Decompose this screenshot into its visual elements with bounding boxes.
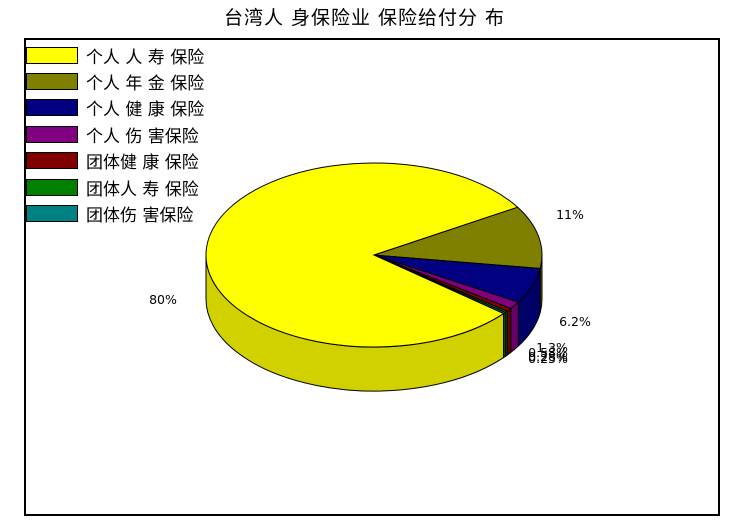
- pie-slice: [205, 162, 519, 348]
- legend-item: 团体健 康 保险: [26, 148, 204, 174]
- legend-label: 个人 人 寿 保险: [86, 47, 205, 68]
- slice-value-label: 0.28%: [528, 349, 568, 364]
- legend-label: 团体健 康 保险: [86, 153, 199, 174]
- legend-item: 团体伤 害保险: [26, 200, 204, 226]
- slice-value-label: 1.3%: [536, 340, 568, 355]
- legend-label: 团体伤 害保险: [86, 206, 194, 227]
- legend-item: 个人 年 金 保险: [26, 68, 204, 94]
- pie-labels: 80% 11% 6.2% 1.3%0.58%0.28%0.25%: [149, 207, 591, 366]
- pie-side-wall: [510, 301, 519, 354]
- legend-item: 个人 伤 害保险: [26, 121, 204, 147]
- slice-value-label: 6.2%: [559, 314, 591, 329]
- legend-swatch: [26, 178, 78, 196]
- pie-slice: [373, 206, 543, 270]
- pie-top: [205, 162, 543, 348]
- slice-value-label: 80%: [149, 292, 177, 307]
- legend-item: 团体人 寿 保险: [26, 174, 204, 200]
- legend-swatch: [26, 46, 78, 64]
- plot-frame: [24, 38, 720, 516]
- chart-title: 台湾人 身保险业 保险给付分 布: [223, 7, 506, 29]
- legend-swatch: [26, 152, 78, 170]
- legend-swatch: [26, 125, 78, 143]
- legend-item: 个人 健 康 保险: [26, 95, 204, 121]
- slice-value-label: 0.58%: [528, 345, 568, 360]
- pie-side-wall: [506, 307, 512, 357]
- legend-swatch: [26, 73, 78, 91]
- legend-label: 个人 伤 害保险: [86, 126, 199, 147]
- legend: 个人 人 寿 保险 个人 年 金 保险 个人 健 康 保险 个人 伤 害保险 团…: [26, 42, 204, 227]
- legend-label: 个人 健 康 保险: [86, 100, 205, 121]
- legend-swatch: [26, 205, 78, 223]
- legend-label: 个人 年 金 保险: [86, 74, 205, 95]
- legend-item: 个人 人 寿 保险: [26, 42, 204, 68]
- slice-value-label: 0.25%: [528, 351, 568, 366]
- pie-sides: [205, 254, 543, 392]
- slice-value-label: 11%: [556, 207, 584, 222]
- legend-swatch: [26, 99, 78, 117]
- legend-label: 团体人 寿 保险: [86, 179, 199, 200]
